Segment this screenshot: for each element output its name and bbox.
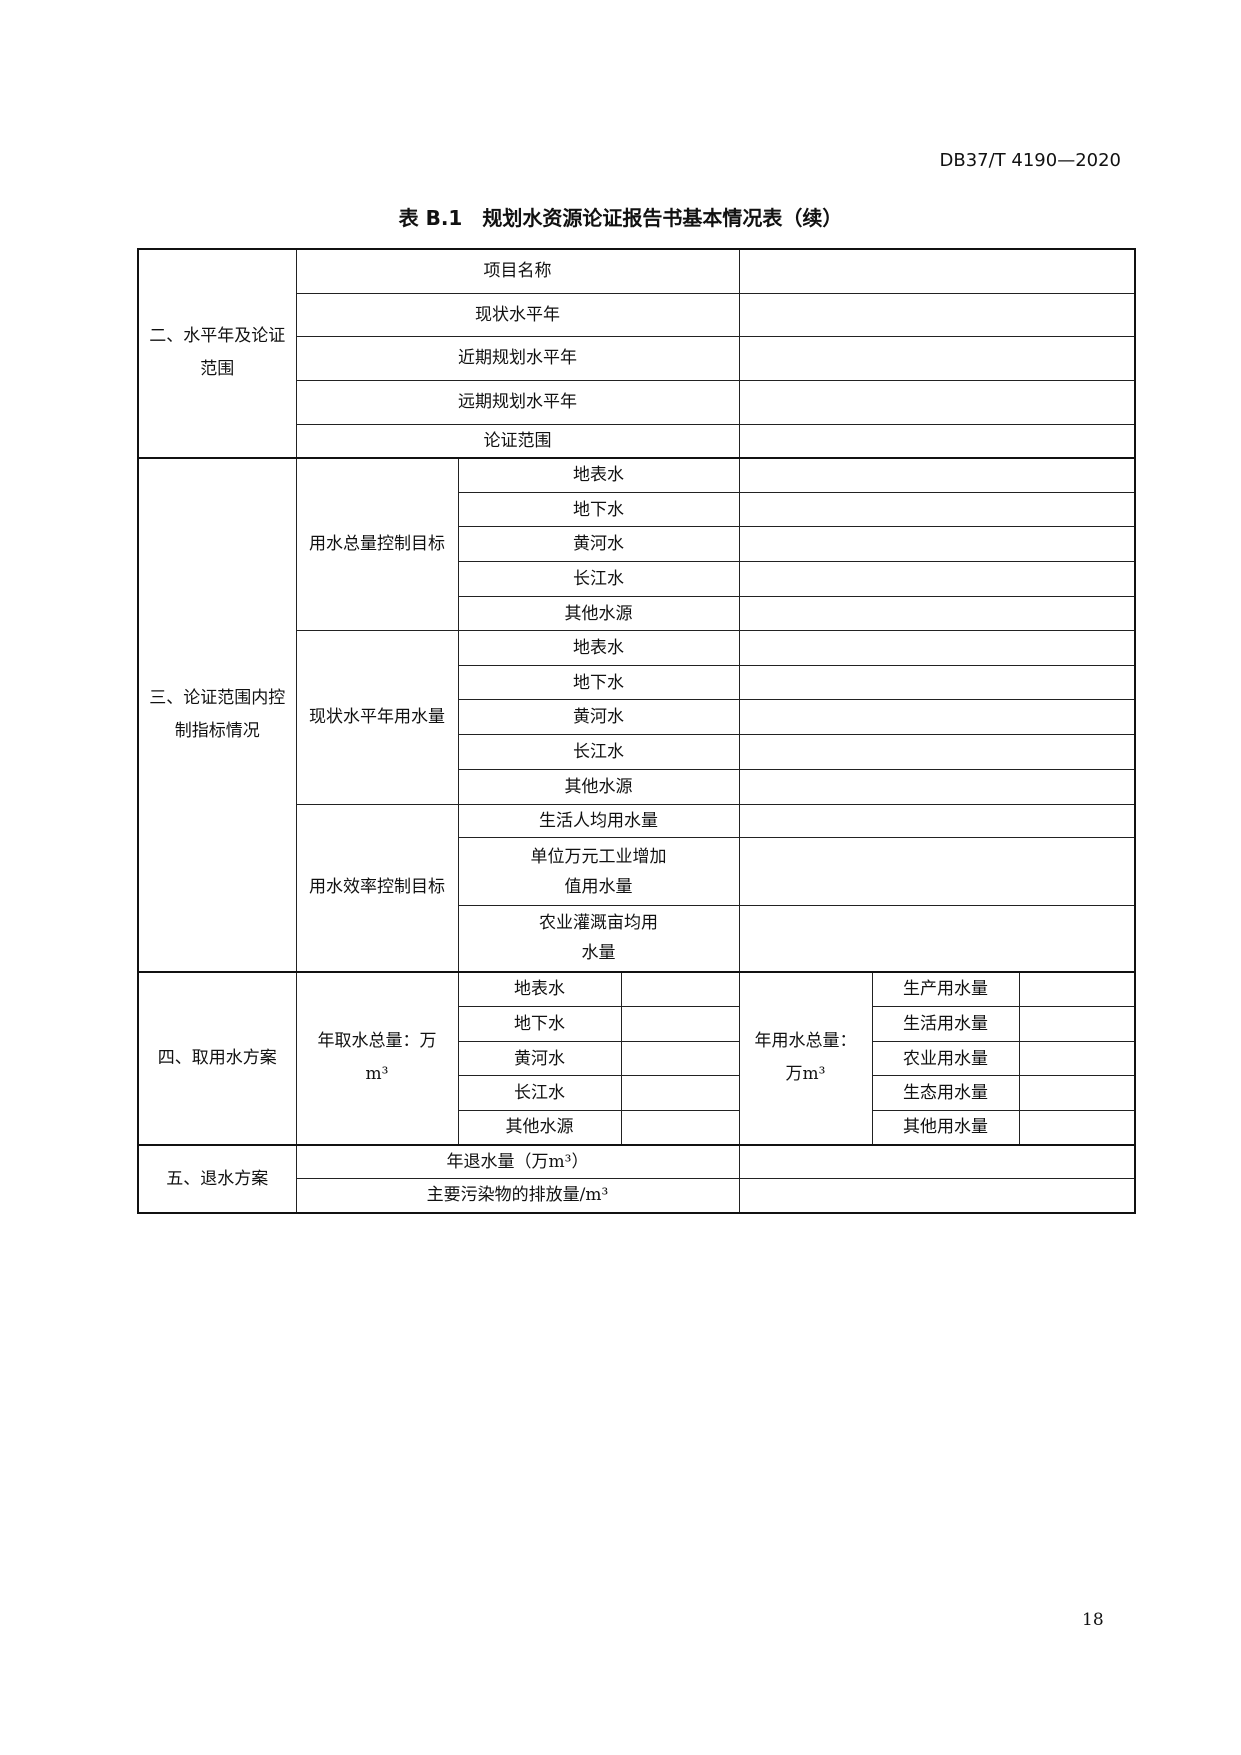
section-label: 四、取用水方案 <box>137 970 297 1145</box>
row-label: 论证范围 <box>295 423 740 458</box>
table-row: 农业灌溉亩均用水量 <box>138 905 1136 972</box>
table-row: 二、水平年及论证范围 项目名称 <box>137 248 1136 458</box>
table-row: 主要污染物的排放量/m³ <box>138 1177 1136 1214</box>
value-cell[interactable] <box>738 596 1136 631</box>
row-label: 地下水 <box>457 492 740 527</box>
row-label: 黄河水 <box>457 699 740 735</box>
value-cell[interactable] <box>738 804 1136 838</box>
value-cell[interactable] <box>738 379 1136 425</box>
standard-code: DB37/T 4190—2020 <box>939 150 1121 171</box>
value-cell[interactable] <box>1018 1110 1136 1145</box>
value-cell[interactable] <box>738 456 1136 493</box>
row-label: 现状水平年 <box>295 292 740 337</box>
table-row: 长江水 生态用水量 <box>138 1075 1136 1111</box>
table-row: 单位万元工业增加值用水量 <box>138 837 1136 906</box>
value-cell[interactable] <box>738 630 1136 666</box>
row-label: 地下水 <box>457 665 740 700</box>
row-label: 单位万元工业增加值用水量 <box>457 837 740 906</box>
page-number: 18 <box>1082 1610 1104 1630</box>
value-cell[interactable] <box>738 1143 1136 1179</box>
section-label: 三、论证范围内控制指标情况 <box>137 456 297 972</box>
row-label: 项目名称 <box>295 248 740 294</box>
group-label: 现状水平年用水量 <box>295 630 459 805</box>
group-label: 用水总量控制目标 <box>295 456 459 631</box>
row-label: 长江水 <box>457 734 740 770</box>
group-label: 用水效率控制目标 <box>295 804 459 972</box>
value-cell[interactable] <box>738 248 1136 294</box>
value-cell[interactable] <box>738 561 1136 597</box>
table-row: 其他水源 <box>138 596 1136 631</box>
row-label: 生活人均用水量 <box>457 804 740 838</box>
value-cell[interactable] <box>738 734 1136 770</box>
value-cell[interactable] <box>738 423 1136 458</box>
table-title: 表 B.1 规划水资源论证报告书基本情况表（续） <box>398 206 843 230</box>
row-label: 长江水 <box>457 1075 622 1111</box>
table-row: 五、退水方案 年退水量（万m³） <box>137 1143 1136 1214</box>
table-row: 现状水平年 <box>138 292 1136 337</box>
row-label: 远期规划水平年 <box>295 379 740 425</box>
row-label: 其他水源 <box>457 596 740 631</box>
row-label: 其他水源 <box>457 769 740 805</box>
value-cell[interactable] <box>1018 1006 1136 1042</box>
row-label: 生态用水量 <box>871 1075 1020 1111</box>
intake-total-label: 年取水总量：万m³ <box>295 970 459 1145</box>
table-row: 黄河水 <box>138 526 1136 562</box>
row-label: 黄河水 <box>457 526 740 562</box>
table-row: 黄河水 <box>138 699 1136 735</box>
value-cell[interactable] <box>738 335 1136 381</box>
value-cell[interactable] <box>1018 1075 1136 1111</box>
value-cell[interactable] <box>1018 1041 1136 1076</box>
section-label: 五、退水方案 <box>137 1143 297 1214</box>
row-label: 黄河水 <box>457 1041 622 1076</box>
value-cell[interactable] <box>620 1006 740 1042</box>
row-label: 主要污染物的排放量/m³ <box>295 1177 740 1214</box>
value-cell[interactable] <box>738 492 1136 527</box>
section-label: 二、水平年及论证范围 <box>137 248 297 458</box>
row-label: 年退水量（万m³） <box>295 1143 740 1179</box>
row-label: 地表水 <box>457 630 740 666</box>
value-cell[interactable] <box>738 905 1136 972</box>
value-cell[interactable] <box>620 1075 740 1111</box>
value-cell[interactable] <box>738 699 1136 735</box>
row-label: 生产用水量 <box>871 970 1020 1007</box>
row-label: 长江水 <box>457 561 740 597</box>
basic-info-table: 二、水平年及论证范围 项目名称 现状水平年 近期规划水平年 远期规划水平年 论证… <box>137 248 1136 1214</box>
value-cell[interactable] <box>738 837 1136 906</box>
row-label: 其他水源 <box>457 1110 622 1145</box>
table-row: 长江水 <box>138 734 1136 770</box>
table-row: 长江水 <box>138 561 1136 597</box>
row-label: 其他用水量 <box>871 1110 1020 1145</box>
value-cell[interactable] <box>620 1041 740 1076</box>
row-label: 地表水 <box>457 456 740 493</box>
row-label: 地表水 <box>457 970 622 1007</box>
table-row: 黄河水 农业用水量 <box>138 1041 1136 1076</box>
use-total-label: 年用水总量：万m³ <box>738 970 873 1145</box>
table-row: 地下水 <box>138 492 1136 527</box>
value-cell[interactable] <box>738 665 1136 700</box>
value-cell[interactable] <box>620 970 740 1007</box>
value-cell[interactable] <box>738 1177 1136 1214</box>
table-row: 远期规划水平年 <box>138 379 1136 425</box>
value-cell[interactable] <box>620 1110 740 1145</box>
row-label: 农业用水量 <box>871 1041 1020 1076</box>
value-cell[interactable] <box>738 292 1136 337</box>
row-label: 近期规划水平年 <box>295 335 740 381</box>
value-cell[interactable] <box>738 526 1136 562</box>
value-cell[interactable] <box>738 769 1136 805</box>
table-row: 其他水源 <box>138 769 1136 805</box>
table-row: 四、取用水方案 年取水总量：万m³ 地表水 年用水总量：万m³ 生产用水量 <box>137 970 1136 1145</box>
row-label: 生活用水量 <box>871 1006 1020 1042</box>
row-label: 地下水 <box>457 1006 622 1042</box>
value-cell[interactable] <box>1018 970 1136 1007</box>
table-row: 地下水 <box>138 665 1136 700</box>
row-label: 农业灌溉亩均用水量 <box>457 905 740 972</box>
table-row: 三、论证范围内控制指标情况 用水总量控制目标 地表水 <box>137 456 1136 972</box>
